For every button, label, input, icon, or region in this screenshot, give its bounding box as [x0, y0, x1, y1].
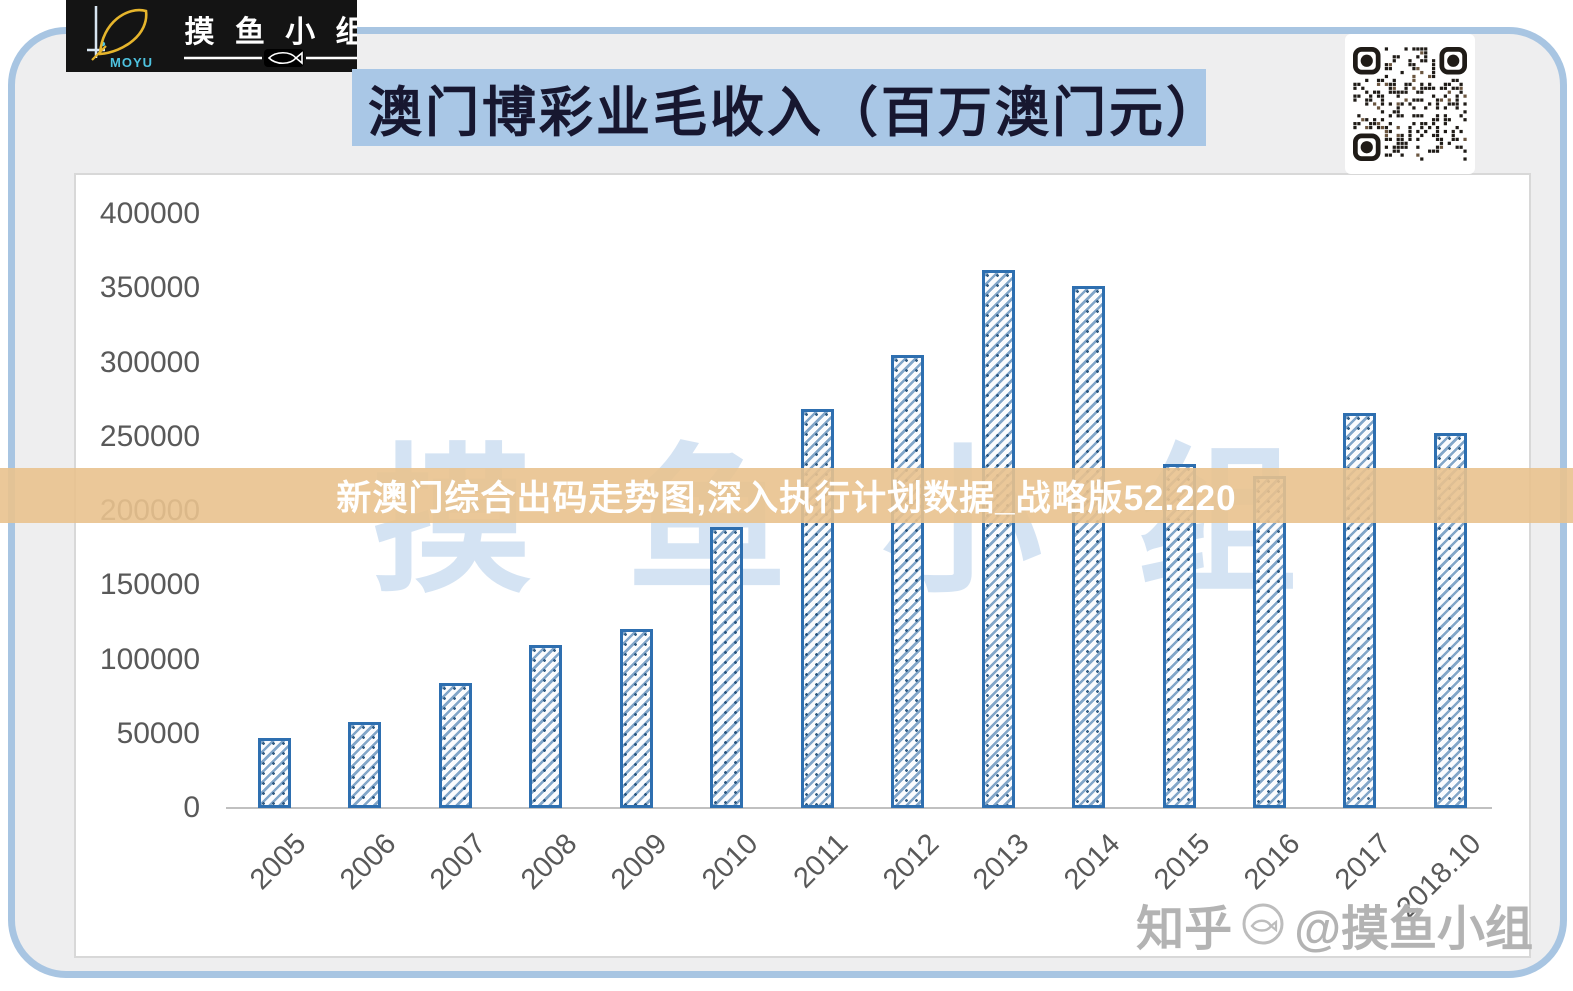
y-tick-label: 150000	[99, 568, 200, 602]
bar-2008	[529, 645, 563, 808]
fish-badge-icon	[1242, 903, 1284, 945]
bar-2012	[891, 355, 925, 808]
y-tick-label: 250000	[99, 419, 200, 453]
page-title-bar: 澳门博彩业毛收入（百万澳门元）	[352, 69, 1220, 146]
qr-code-panel	[1345, 34, 1475, 174]
y-tick-label: 400000	[99, 197, 200, 230]
bar-2006	[348, 722, 382, 808]
y-tick-label: 100000	[99, 642, 200, 676]
y-tick-label: 300000	[99, 345, 200, 379]
bar-chart-panel: 摸鱼小组 05000010000015000020000025000030000…	[74, 173, 1533, 959]
fish-icon: MOYU 摸 鱼 小 组	[87, 6, 378, 70]
watermark-prefix: 知乎	[1136, 903, 1233, 956]
watermark-suffix: @摸鱼小组	[1294, 903, 1533, 956]
qr-code-icon	[1353, 47, 1467, 161]
bar-2016	[1252, 476, 1286, 808]
logo-brand-en: MOYU	[110, 55, 153, 70]
banner-text: 新澳门综合出码走势图,深入执行计划数据_战略版52.220	[336, 479, 1237, 518]
bar-2007	[438, 683, 472, 808]
fish-icon	[264, 49, 304, 67]
y-tick-label: 50000	[116, 716, 200, 750]
y-tick-label: 0	[183, 791, 200, 824]
bar-2005	[258, 738, 291, 808]
overlay-banner: 新澳门综合出码走势图,深入执行计划数据_战略版52.220	[0, 468, 1573, 523]
bottom-watermark: 知乎 @摸鱼小组	[1136, 889, 1533, 959]
bar-2013	[981, 270, 1015, 808]
bar-2014	[1072, 286, 1106, 808]
logo-brand-cn: 摸 鱼 小 组	[184, 15, 357, 49]
moyu-logo: MOYU 摸 鱼 小 组	[66, 0, 378, 72]
bar-2009	[619, 629, 653, 808]
page-title: 澳门博彩业毛收入（百万澳门元）	[368, 83, 1223, 143]
bar-2010	[710, 527, 744, 808]
bar-2015	[1162, 464, 1196, 808]
x-axis-line	[226, 807, 1492, 809]
y-tick-label: 350000	[99, 271, 200, 305]
